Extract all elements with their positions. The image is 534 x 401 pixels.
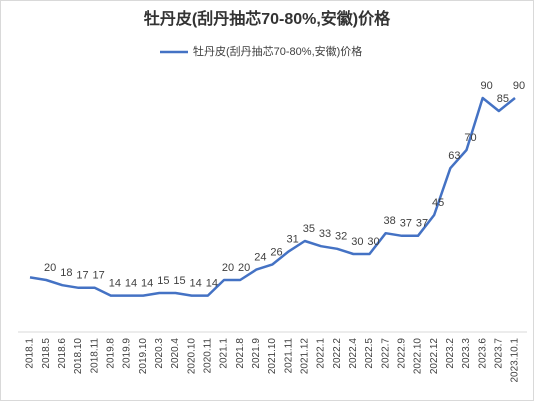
x-tick-label: 2022.4 (348, 338, 359, 369)
data-label: 14 (141, 278, 153, 290)
x-tick-label: 2023.6 (477, 338, 488, 369)
x-tick-label: 2019.10 (138, 338, 149, 375)
data-label: 26 (270, 246, 282, 258)
data-label: 14 (190, 278, 202, 290)
x-tick-label: 2022.7 (380, 338, 391, 369)
x-tick-label: 2018.1 (25, 338, 36, 369)
data-label: 85 (497, 93, 509, 105)
data-label: 17 (76, 270, 88, 282)
data-label: 20 (238, 262, 250, 274)
x-tick-label: 2022.1 (316, 338, 327, 369)
data-label: 14 (125, 278, 137, 290)
x-tick-label: 2023.3 (461, 338, 472, 369)
data-label: 24 (254, 252, 266, 264)
data-label: 37 (400, 218, 412, 230)
x-tick-label: 2022.5 (364, 338, 375, 369)
x-tick-label: 2018.10 (73, 338, 84, 375)
data-label: 14 (109, 278, 121, 290)
x-tick-label: 2022.9 (396, 338, 407, 369)
x-tick-label: 2021.12 (299, 338, 310, 375)
data-label: 20 (222, 262, 234, 274)
data-label: 18 (60, 267, 72, 279)
x-tick-label: 2020.11 (202, 338, 213, 374)
x-tick-label: 2021.11 (283, 338, 294, 374)
x-tick-label: 2018.5 (41, 338, 52, 369)
x-tick-label: 2023.10.1 (510, 338, 521, 383)
data-label: 63 (448, 150, 460, 162)
data-label: 30 (351, 236, 363, 248)
x-tick-label: 2021.9 (251, 338, 262, 369)
data-label: 31 (287, 233, 299, 245)
x-tick-label: 2020.10 (186, 338, 197, 375)
x-tick-label: 2023.2 (445, 338, 456, 369)
x-tick-label: 2019.9 (122, 338, 133, 369)
data-label: 33 (319, 228, 331, 240)
line (29, 96, 516, 297)
data-label: 20 (44, 262, 56, 274)
x-tick-label: 2019.8 (105, 338, 116, 369)
x-tick-label: 2018.11 (89, 338, 100, 374)
data-label: 90 (513, 80, 525, 92)
data-label: 32 (335, 231, 347, 243)
data-label: 15 (173, 275, 185, 287)
data-label: 70 (464, 132, 476, 144)
data-label: 90 (481, 80, 493, 92)
x-tick-label: 2020.3 (154, 338, 165, 369)
x-tick-label: 2021.10 (267, 338, 278, 375)
x-tick-label: 2021.1 (219, 338, 230, 369)
x-tick-label: 2021.8 (235, 338, 246, 369)
data-label: 17 (93, 270, 105, 282)
x-tick-label: 2023.7 (493, 338, 504, 369)
data-label: 14 (206, 278, 218, 290)
data-label: 38 (384, 215, 396, 227)
data-label: 15 (157, 275, 169, 287)
chart-title: 牡丹皮(刮丹抽芯70-80%,安徽)价格 (144, 9, 391, 28)
x-tick-label: 2020.4 (170, 338, 181, 369)
x-tick-label: 2018.6 (57, 338, 68, 369)
data-label: 30 (367, 236, 379, 248)
data-label: 45 (432, 197, 444, 209)
x-tick-label: 2022.2 (332, 338, 343, 369)
data-label: 37 (416, 218, 428, 230)
x-tick-label: 2022.10 (413, 338, 424, 375)
x-tick-label: 2022.12 (429, 338, 440, 375)
legend-label: 牡丹皮(刮丹抽芯70-80%,安徽)价格 (193, 44, 362, 58)
data-label: 35 (303, 223, 315, 235)
